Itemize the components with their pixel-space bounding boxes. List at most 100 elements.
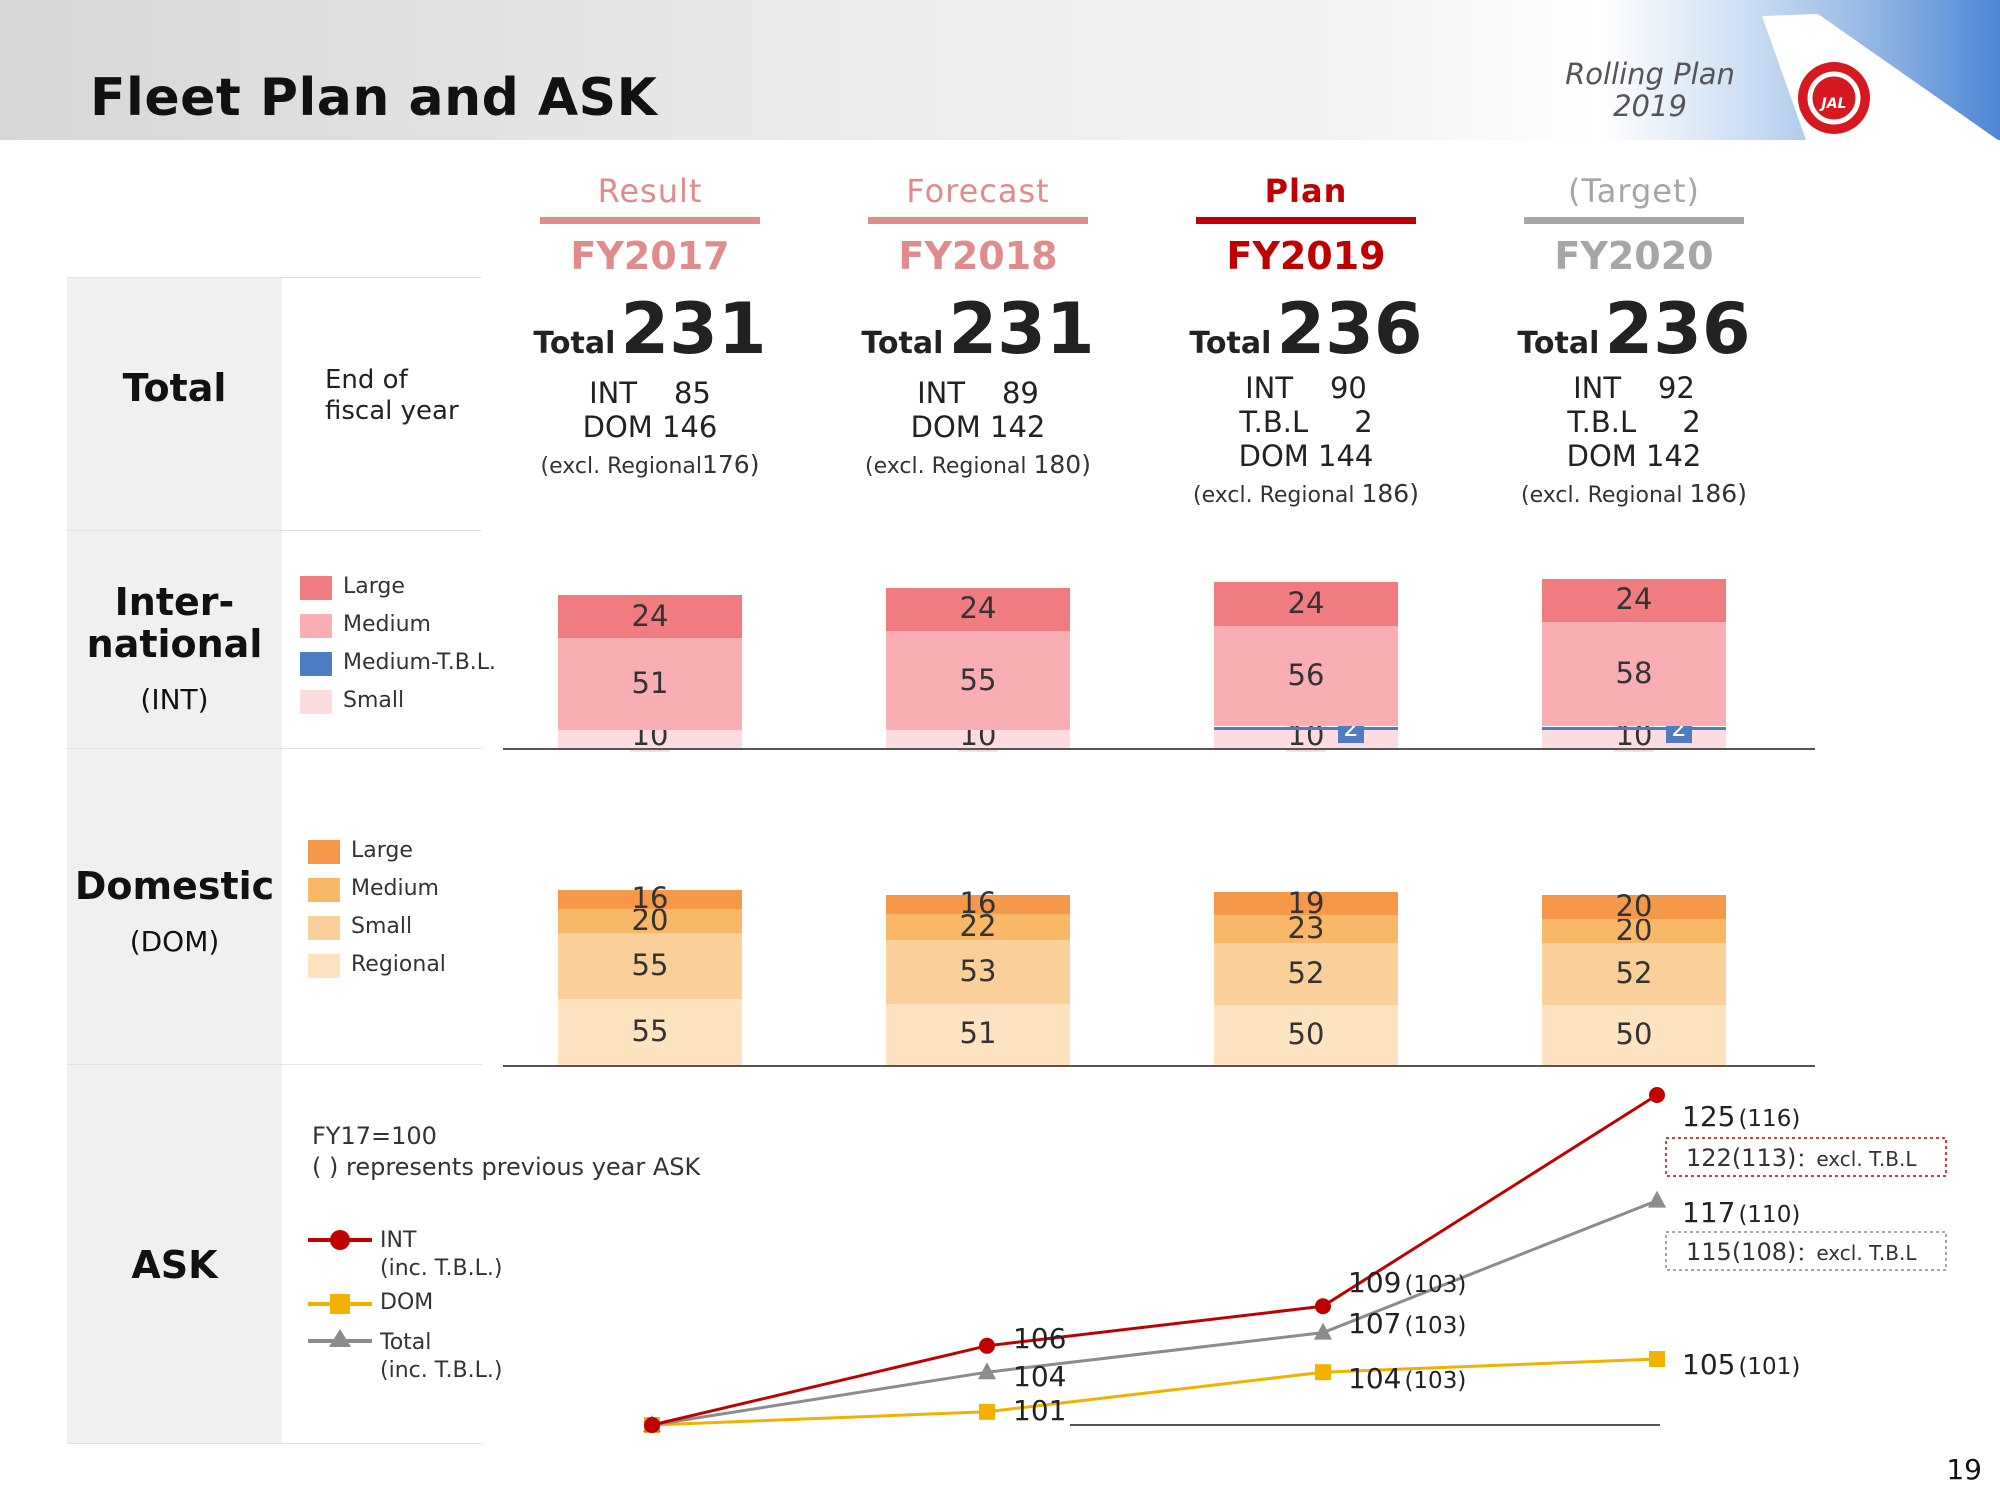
ask-value-label: 107 (103) [1348, 1307, 1466, 1340]
excl-tbl-value: 115 [1686, 1238, 1732, 1266]
int-legend-swatch [300, 690, 332, 714]
int-bar-label: 24 [1287, 586, 1325, 620]
dom-bar-segment [1214, 915, 1398, 943]
int-legend-label: Medium [343, 612, 431, 637]
int-bar-segment [1214, 625, 1398, 727]
dom-bar-label: 16 [959, 886, 997, 921]
fleet-breakdown-line: T.B.L 2 [1239, 405, 1373, 439]
column-label: Forecast [906, 172, 1050, 210]
rolling-plan-label: Rolling Plan 2019 [1520, 58, 1780, 122]
ask-value: 109 [1348, 1266, 1401, 1299]
ask-value: 101 [1013, 1394, 1066, 1427]
dom-row-sub: (DOM) [129, 925, 220, 958]
dom-bar-label: 23 [1287, 910, 1325, 945]
excl-tbl-prev: (113) [1732, 1144, 1797, 1172]
ask-point-int [979, 1337, 995, 1354]
fleet-breakdown-line: DOM 142 [910, 410, 1046, 444]
dom-bar-segment [886, 894, 1070, 914]
ask-value-label: 104 [1013, 1360, 1066, 1393]
row-divider [67, 1064, 482, 1065]
fleet-breakdown-line: T.B.L 2 [1567, 405, 1701, 439]
ask-prev-value: (103) [1404, 1368, 1466, 1394]
int-legend-label: Large [343, 574, 405, 599]
total-row-title: Total [122, 366, 227, 410]
total-line: Total 236 [1474, 288, 1794, 370]
dom-bar-segment [558, 999, 742, 1065]
ask-legend-icons [308, 1230, 372, 1347]
total-marker-icon [329, 1329, 351, 1347]
ask-prev-value: (116) [1738, 1106, 1800, 1132]
fleet-breakdown-line: DOM 142 [1566, 439, 1702, 473]
dom-legend-swatch [308, 916, 340, 940]
excl-regional-value: 180) [1033, 450, 1091, 479]
fiscal-year: FY2018 [898, 234, 1058, 278]
ask-point-total [978, 1362, 996, 1380]
dom-bar-label: 22 [959, 909, 997, 943]
excl-tbl-prev: (108) [1732, 1238, 1797, 1266]
fleet-breakdown-line: DOM 144 [1238, 439, 1374, 473]
total-value: 236 [1276, 288, 1423, 370]
total-line: Total 231 [490, 288, 810, 370]
dom-bar-segment [1214, 942, 1398, 1005]
total-line: Total 231 [818, 288, 1138, 370]
row-divider [67, 530, 482, 531]
total-word: Total [533, 326, 616, 361]
int-bar-segment-medium-tbl [1542, 726, 1726, 730]
fleet-breakdown-line: INT 89 [917, 376, 1039, 410]
ask-legend-label: INT [380, 1228, 417, 1253]
int-title-line1: Inter- [114, 580, 235, 624]
fleet-breakdown-line: INT 92 [1573, 371, 1695, 405]
ask-point-dom [979, 1403, 995, 1420]
ask-point-dom [1315, 1364, 1331, 1381]
int-bar-segment [886, 587, 1070, 631]
ask-legend-label: Total [380, 1330, 432, 1355]
column-label-bar [1524, 217, 1744, 224]
ask-line-dom [651, 1357, 1658, 1427]
int-bar-label: 24 [959, 591, 997, 626]
ask-line-int [651, 1093, 1658, 1427]
column-label: Result [597, 172, 703, 210]
ask-value-label: 109 (103) [1348, 1266, 1466, 1299]
dom-bar-segment [1214, 892, 1398, 915]
total-value: 231 [620, 288, 767, 370]
dom-bar-segment [886, 1003, 1070, 1065]
dom-legend-label: Large [351, 838, 413, 863]
ask-row-title: ASK [131, 1243, 218, 1287]
int-legend-label: Small [343, 688, 405, 713]
dom-bar-segment [886, 940, 1070, 1004]
dom-bar-segment [1542, 894, 1726, 919]
int-row-sub: (INT) [140, 683, 209, 716]
excl-regional: (excl. Regional 186) [1474, 479, 1794, 508]
dom-legend-label: Regional [351, 952, 446, 977]
int-bar-segment [1214, 582, 1398, 626]
dom-legend-swatch [308, 954, 340, 978]
dom-marker-icon [330, 1294, 350, 1314]
dom-row-title: Domestic [74, 864, 275, 908]
row-divider [67, 748, 482, 749]
int-bar-segment [558, 638, 742, 730]
excl-regional: (excl. Regional 180) [818, 450, 1138, 479]
ask-point-int [1649, 1087, 1665, 1103]
dom-bar-label: 52 [1287, 955, 1325, 990]
ask-value: 104 [1348, 1362, 1401, 1395]
dom-row-header: Domestic (DOM) [67, 749, 282, 1064]
total-word: Total [1189, 326, 1272, 361]
total-note-line1: End of [325, 365, 408, 395]
ask-point-int [1315, 1298, 1331, 1315]
dom-bar-label: 50 [1615, 1017, 1653, 1051]
ask-point-total [1314, 1322, 1332, 1340]
dom-bar-label: 20 [1615, 888, 1653, 923]
excl-regional-value: 186) [1689, 479, 1747, 508]
fleet-breakdown-line: INT 85 [589, 376, 711, 410]
excl-regional-text: (excl. Regional [540, 454, 702, 479]
total-line: Total 236 [1146, 288, 1466, 370]
rolling-plan-line1: Rolling Plan [1565, 57, 1735, 91]
dom-baseline [503, 1065, 1815, 1067]
ask-point-total [1648, 1190, 1666, 1208]
excl-regional: (excl. Regional 186) [1146, 479, 1466, 508]
ask-value-label: 101 [1013, 1394, 1066, 1427]
page-number: 19 [1946, 1453, 1982, 1486]
dom-legend-label: Small [351, 914, 413, 939]
fiscal-year: FY2020 [1554, 234, 1714, 278]
int-legend-label: Medium-T.B.L. [343, 650, 497, 675]
